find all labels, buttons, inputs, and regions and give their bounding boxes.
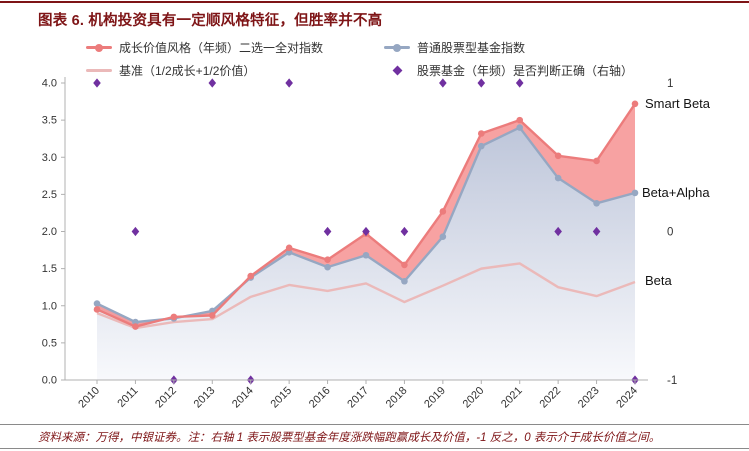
source-note: 资料来源：万得，中银证券。注：右轴 1 表示股票型基金年度涨跌幅跑赢成长及价值，… <box>0 424 749 449</box>
svg-text:0: 0 <box>667 227 673 239</box>
svg-text:2.0: 2.0 <box>42 226 57 238</box>
svg-text:2.5: 2.5 <box>42 189 57 201</box>
line-dot-marker-icon <box>86 43 112 53</box>
svg-text:2024: 2024 <box>614 385 640 411</box>
svg-text:1.0: 1.0 <box>42 300 57 312</box>
svg-text:0.0: 0.0 <box>42 375 57 387</box>
svg-text:0.5: 0.5 <box>42 337 57 349</box>
svg-text:-1: -1 <box>667 375 677 387</box>
figure-title: 图表 6. 机构投资具有一定顺风格特征，但胜率并不高 <box>38 13 383 29</box>
svg-text:2012: 2012 <box>153 385 179 411</box>
annotation-beta-alpha: Beta+Alpha <box>642 185 710 200</box>
legend-item-style-pick-index: 成长价值风格（年频）二选一全对指数 <box>86 39 384 56</box>
svg-text:2018: 2018 <box>384 385 410 411</box>
legend-item-stock-fund-index: 普通股票型基金指数 <box>384 39 633 56</box>
legend-label-stock-fund-index: 普通股票型基金指数 <box>417 41 526 55</box>
svg-text:2020: 2020 <box>461 385 487 411</box>
legend-item-benchmark: 基准（1/2成长+1/2价值） <box>86 62 384 79</box>
source-note-text: 资料来源：万得，中银证券。注：右轴 1 表示股票型基金年度涨跌幅跑赢成长及价值，… <box>38 431 661 444</box>
svg-text:4.0: 4.0 <box>42 78 57 90</box>
svg-text:2010: 2010 <box>76 385 102 411</box>
svg-text:2021: 2021 <box>499 385 525 411</box>
annotation-beta: Beta <box>645 273 672 288</box>
legend-item-judgment-correct: 股票基金（年频）是否判断正确（右轴） <box>384 62 633 79</box>
svg-text:3.5: 3.5 <box>42 115 57 127</box>
svg-text:2016: 2016 <box>307 385 333 411</box>
top-divider <box>0 1 749 3</box>
svg-text:3.0: 3.0 <box>42 152 57 164</box>
legend-label-style-pick-index: 成长价值风格（年频）二选一全对指数 <box>119 41 324 55</box>
svg-text:1.5: 1.5 <box>42 263 57 275</box>
chart-legend: 成长价值风格（年频）二选一全对指数 普通股票型基金指数 基准（1/2成长+1/2… <box>86 39 633 79</box>
legend-label-benchmark: 基准（1/2成长+1/2价值） <box>119 64 256 78</box>
svg-text:2023: 2023 <box>576 385 602 411</box>
svg-text:2015: 2015 <box>268 385 294 411</box>
svg-text:2017: 2017 <box>345 385 371 411</box>
svg-text:2019: 2019 <box>422 385 448 411</box>
svg-text:2022: 2022 <box>537 385 563 411</box>
svg-text:2011: 2011 <box>115 385 140 410</box>
annotation-smart-beta: Smart Beta <box>645 96 711 111</box>
legend-label-judgment-correct: 股票基金（年频）是否判断正确（右轴） <box>417 64 634 78</box>
line-dot-marker-icon <box>384 43 410 53</box>
svg-text:1: 1 <box>667 78 673 90</box>
line-marker-icon <box>86 66 112 76</box>
svg-text:2014: 2014 <box>230 385 256 411</box>
svg-text:2013: 2013 <box>192 385 218 411</box>
